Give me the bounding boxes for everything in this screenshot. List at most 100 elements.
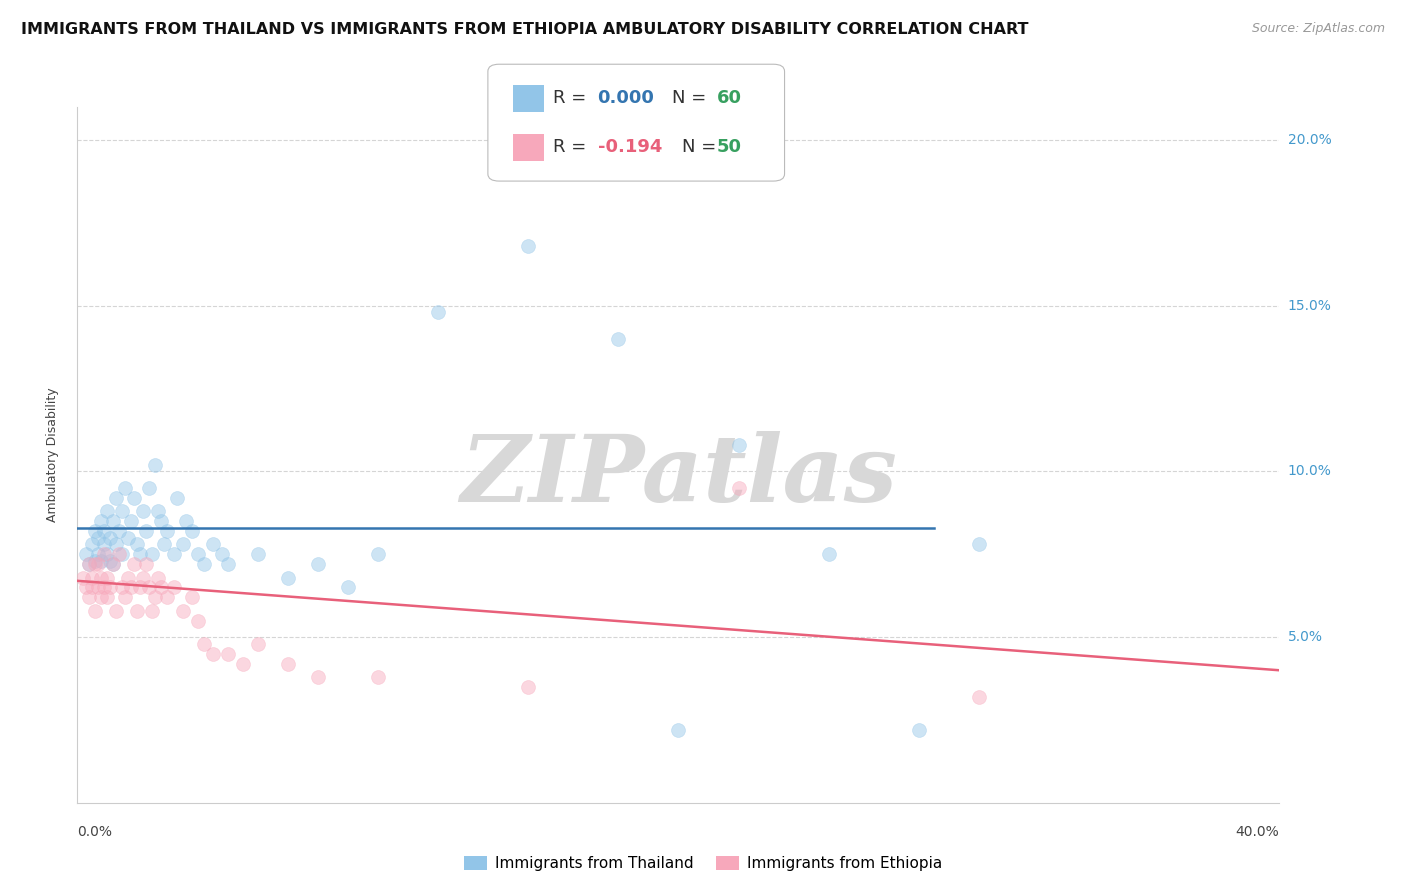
- Point: [174, 514, 197, 528]
- Point: [84, 554, 107, 568]
- Point: [162, 581, 184, 595]
- Point: [79, 558, 101, 572]
- Point: [105, 537, 128, 551]
- Y-axis label: Ambulatory Disability: Ambulatory Disability: [46, 388, 59, 522]
- Point: [75, 547, 97, 561]
- Point: [93, 581, 115, 595]
- Text: Source: ZipAtlas.com: Source: ZipAtlas.com: [1251, 22, 1385, 36]
- Point: [84, 558, 107, 572]
- Point: [82, 537, 104, 551]
- Text: 40.0%: 40.0%: [1236, 825, 1279, 839]
- Point: [607, 332, 630, 346]
- Point: [217, 647, 239, 661]
- Point: [84, 604, 107, 618]
- Point: [96, 591, 118, 605]
- Text: 15.0%: 15.0%: [1288, 299, 1331, 313]
- Text: N =: N =: [672, 89, 711, 107]
- Point: [150, 581, 173, 595]
- Point: [103, 558, 125, 572]
- Point: [211, 547, 233, 561]
- Point: [105, 491, 128, 505]
- Point: [967, 537, 990, 551]
- Point: [103, 514, 125, 528]
- Point: [87, 581, 110, 595]
- Point: [100, 531, 122, 545]
- Text: 20.0%: 20.0%: [1288, 133, 1331, 147]
- Point: [79, 591, 101, 605]
- Text: -0.194: -0.194: [598, 138, 662, 156]
- Point: [124, 558, 146, 572]
- Point: [82, 581, 104, 595]
- Point: [120, 581, 142, 595]
- Point: [193, 558, 215, 572]
- Point: [427, 305, 450, 319]
- Point: [367, 547, 389, 561]
- Point: [72, 570, 94, 584]
- Point: [111, 581, 134, 595]
- Point: [124, 491, 146, 505]
- Point: [129, 581, 152, 595]
- Point: [217, 558, 239, 572]
- Text: 50: 50: [717, 138, 742, 156]
- Point: [90, 514, 112, 528]
- Point: [84, 524, 107, 538]
- Point: [727, 481, 749, 495]
- Point: [232, 657, 254, 671]
- Point: [246, 547, 269, 561]
- Point: [93, 547, 115, 561]
- Point: [114, 591, 136, 605]
- Point: [111, 547, 134, 561]
- Point: [148, 570, 170, 584]
- Text: IMMIGRANTS FROM THAILAND VS IMMIGRANTS FROM ETHIOPIA AMBULATORY DISABILITY CORRE: IMMIGRANTS FROM THAILAND VS IMMIGRANTS F…: [21, 22, 1029, 37]
- Point: [87, 547, 110, 561]
- Point: [108, 547, 131, 561]
- Point: [132, 570, 155, 584]
- Point: [517, 239, 540, 253]
- Point: [162, 547, 184, 561]
- Text: 5.0%: 5.0%: [1288, 630, 1323, 644]
- Point: [135, 524, 157, 538]
- Point: [105, 604, 128, 618]
- Point: [75, 581, 97, 595]
- Legend: Immigrants from Thailand, Immigrants from Ethiopia: Immigrants from Thailand, Immigrants fro…: [458, 850, 948, 877]
- Point: [145, 591, 167, 605]
- Text: 0.000: 0.000: [598, 89, 654, 107]
- Point: [307, 558, 329, 572]
- Point: [117, 531, 139, 545]
- Point: [908, 723, 931, 737]
- Point: [367, 670, 389, 684]
- Point: [117, 570, 139, 584]
- Point: [127, 537, 149, 551]
- Point: [79, 558, 101, 572]
- Text: 10.0%: 10.0%: [1288, 465, 1331, 478]
- Point: [96, 547, 118, 561]
- Point: [307, 670, 329, 684]
- Point: [96, 570, 118, 584]
- Point: [150, 514, 173, 528]
- Point: [129, 547, 152, 561]
- Point: [87, 558, 110, 572]
- Point: [180, 591, 202, 605]
- Point: [96, 504, 118, 518]
- Point: [172, 537, 194, 551]
- Point: [156, 591, 179, 605]
- Text: 60: 60: [717, 89, 742, 107]
- Text: 0.0%: 0.0%: [77, 825, 112, 839]
- Point: [138, 581, 160, 595]
- Point: [817, 547, 839, 561]
- Point: [180, 524, 202, 538]
- Point: [100, 554, 122, 568]
- Point: [517, 680, 540, 694]
- Point: [967, 690, 990, 704]
- Point: [201, 647, 224, 661]
- Text: N =: N =: [682, 138, 721, 156]
- Point: [141, 547, 163, 561]
- Point: [141, 604, 163, 618]
- Point: [145, 458, 167, 472]
- Point: [93, 537, 115, 551]
- Point: [186, 614, 209, 628]
- Point: [90, 554, 112, 568]
- Point: [336, 581, 359, 595]
- Point: [727, 438, 749, 452]
- Point: [103, 558, 125, 572]
